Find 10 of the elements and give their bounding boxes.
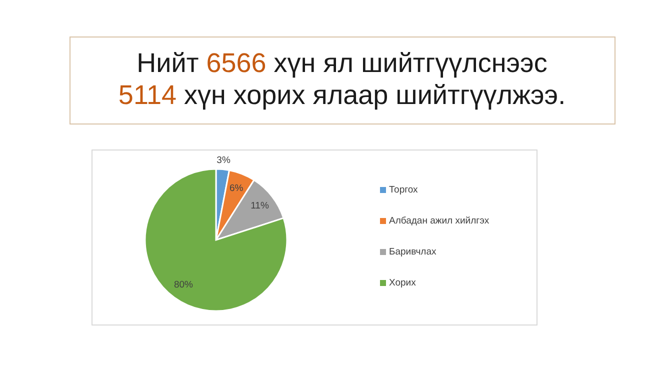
pie-slice xyxy=(144,168,288,312)
data-label: 6% xyxy=(230,183,244,194)
legend-label: Торгох xyxy=(389,184,418,196)
legend-label: Хорих xyxy=(389,278,416,289)
legend-label: Баривчлах xyxy=(389,246,437,258)
data-label: 11% xyxy=(250,200,270,212)
legend-label: Албадан ажил хийлгэх xyxy=(389,216,490,227)
data-label: 80% xyxy=(174,279,194,290)
data-label: 3% xyxy=(216,154,231,166)
chart-title: Нийт 6566 хүн ял шийтгүүлснээс 5114 хүн хорих ялаар шийтгүүлжээ. xyxy=(118,48,566,110)
